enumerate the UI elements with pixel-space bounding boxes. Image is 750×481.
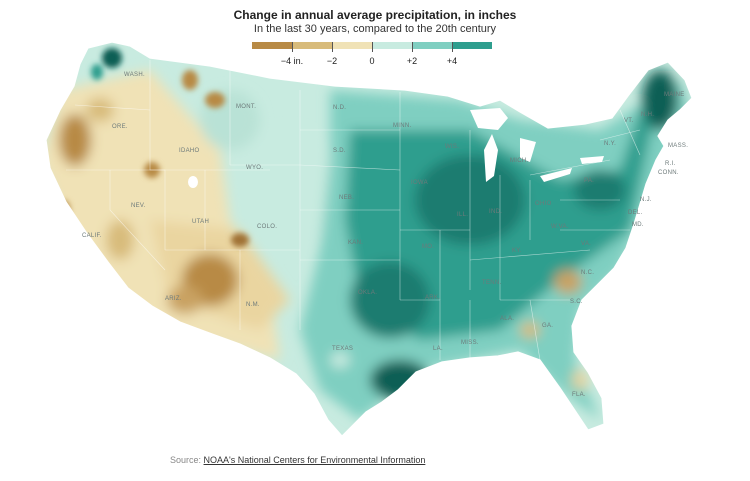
state-label-fla: FLA.	[572, 392, 586, 398]
state-label-ky: KY.	[512, 248, 522, 254]
legend: Change in annual average precipitation, …	[0, 8, 750, 36]
state-label-ind: IND.	[489, 209, 503, 215]
state-label-nev: NEV.	[131, 203, 146, 209]
state-label-ny: N.Y.	[604, 141, 617, 147]
lake-huron	[520, 138, 536, 162]
great-salt-lake	[188, 176, 198, 188]
state-label-miss: MISS.	[461, 340, 479, 346]
legend-swatch	[372, 42, 412, 49]
legend-swatch	[332, 42, 372, 49]
state-label-wva: W.VA.	[551, 224, 569, 230]
state-label-ala: ALA.	[500, 316, 515, 322]
state-label-pa: PA.	[584, 178, 595, 184]
state-label-ga: GA.	[542, 323, 554, 329]
source-note: Source: NOAA's National Centers for Envi…	[170, 455, 425, 465]
state-label-nc: N.C.	[581, 270, 595, 276]
state-borders	[66, 60, 641, 361]
state-label-ariz: ARIZ.	[165, 296, 182, 302]
state-label-nh: N.H.	[641, 112, 655, 118]
state-label-sc: S.C.	[570, 299, 583, 305]
state-label-wyo: WYO.	[246, 165, 264, 171]
state-label-mich: MICH.	[510, 158, 529, 164]
state-label-minn: MINN.	[393, 123, 412, 129]
state-label-utah: UTAH	[192, 219, 210, 225]
legend-ticks: −4 in. −2 0 +2 +4	[0, 42, 750, 66]
legend-swatch	[252, 42, 292, 49]
state-label-calif: CALIF.	[82, 233, 102, 239]
lake-michigan	[484, 134, 498, 182]
legend-tick-mark	[332, 42, 333, 52]
state-label-colo: COLO.	[257, 224, 278, 230]
state-label-okla: OKLA.	[358, 290, 378, 296]
state-label-md: MD.	[632, 222, 644, 228]
state-label-tenn: TENN.	[482, 280, 502, 286]
legend-tick-label: 0	[369, 56, 375, 66]
state-label-ill: ILL.	[457, 212, 469, 218]
state-label-neb: NEB.	[339, 195, 355, 201]
state-label-ri: R.I.	[665, 161, 676, 167]
state-label-ore: ORE.	[112, 124, 128, 130]
state-label-sd: S.D.	[333, 148, 346, 154]
state-label-conn: CONN.	[658, 170, 679, 176]
state-label-mont: MONT.	[236, 104, 257, 110]
legend-swatch	[452, 42, 492, 49]
state-label-iowa: IOWA	[411, 180, 428, 186]
lake-superior	[470, 108, 508, 130]
state-label-la: LA.	[433, 346, 443, 352]
state-label-wis: WIS.	[445, 144, 460, 150]
us-outline	[45, 41, 693, 437]
source-link[interactable]: NOAA's National Centers for Environmenta…	[203, 455, 426, 465]
legend-subtitle: In the last 30 years, compared to the 20…	[253, 23, 497, 35]
legend-tick-mark	[452, 42, 453, 52]
state-label-vt: VT.	[624, 118, 634, 124]
legend-title: Change in annual average precipitation, …	[233, 8, 517, 22]
legend-tick-label: +4	[446, 56, 458, 66]
legend-tick-label: −2	[326, 56, 338, 66]
legend-color-scale	[252, 42, 492, 49]
state-label-ohio: OHIO	[535, 201, 552, 207]
legend-swatch	[292, 42, 332, 49]
lake-erie	[540, 168, 572, 182]
state-label-nm: N.M.	[246, 302, 260, 308]
state-label-nd: N.D.	[333, 105, 347, 111]
state-label-mo: MO.	[422, 244, 435, 250]
legend-tick-mark	[412, 42, 413, 52]
legend-tick-label: −4 in.	[280, 56, 304, 66]
state-label-ark: ARK.	[425, 295, 441, 301]
legend-tick-mark	[292, 42, 293, 52]
state-label-idaho: IDAHO	[179, 148, 200, 154]
state-label-texas: TEXAS	[332, 346, 354, 352]
state-label-maine: MAINE	[664, 92, 685, 98]
state-label-kan: KAN.	[348, 240, 364, 246]
state-label-mass: MASS.	[668, 143, 689, 149]
state-label-va: VA.	[581, 241, 592, 247]
legend-tick-label: +2	[406, 56, 418, 66]
state-label-del: DEL.	[628, 210, 643, 216]
legend-tick-mark	[372, 42, 373, 52]
legend-swatch	[412, 42, 452, 49]
state-label-wash: WASH.	[124, 72, 145, 78]
source-prefix: Source:	[170, 455, 204, 465]
state-label-nj: N.J.	[640, 197, 652, 203]
